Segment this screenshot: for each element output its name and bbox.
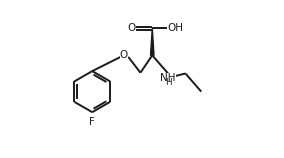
Text: NH: NH	[160, 73, 176, 83]
Text: F: F	[89, 117, 95, 127]
Text: OH: OH	[167, 23, 183, 33]
Text: O: O	[120, 50, 128, 60]
Text: H: H	[166, 79, 172, 87]
Text: O: O	[128, 23, 136, 33]
Polygon shape	[151, 28, 154, 55]
